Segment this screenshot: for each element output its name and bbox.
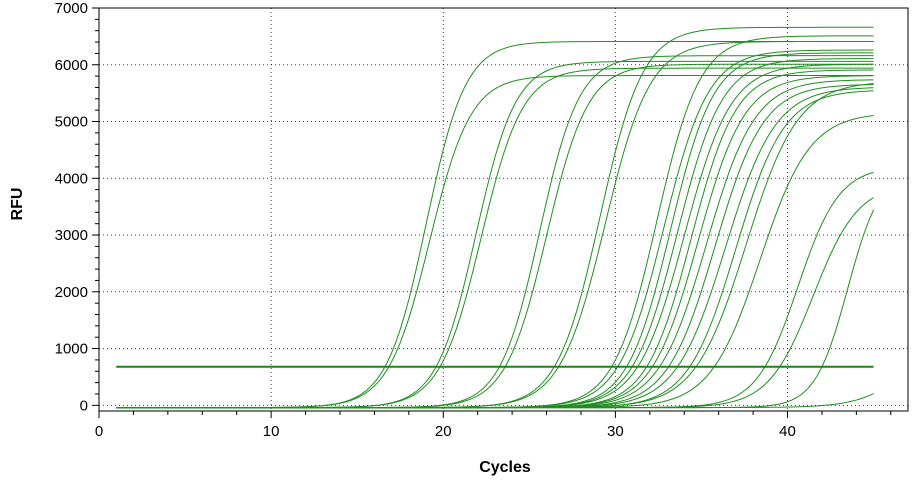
y-tick-label: 5000	[55, 114, 88, 131]
y-tick-label: 3000	[55, 227, 88, 244]
y-tick-label: 4000	[55, 170, 88, 187]
x-tick-label: 20	[435, 423, 452, 440]
y-tick-label: 0	[80, 397, 88, 414]
axes: 0 10 20 30 40 0 1000 2000 3000 4000 5000 6000 7000	[55, 0, 909, 440]
y-tick-label: 2000	[55, 284, 88, 301]
y-tick-label: 1000	[55, 341, 88, 358]
x-tick-label: 10	[263, 423, 280, 440]
amplification-curves	[116, 26, 875, 409]
y-axis-label: RFU	[9, 188, 26, 221]
plot-frame	[98, 7, 909, 412]
x-axis-label: Cycles	[479, 459, 531, 476]
x-tick-label: 40	[779, 423, 796, 440]
amplification-curve-25	[116, 393, 874, 409]
x-tick-label: 0	[95, 423, 103, 440]
y-tick-label: 6000	[55, 57, 88, 74]
x-tick-label: 30	[607, 423, 624, 440]
y-tick-label: 7000	[55, 0, 88, 17]
